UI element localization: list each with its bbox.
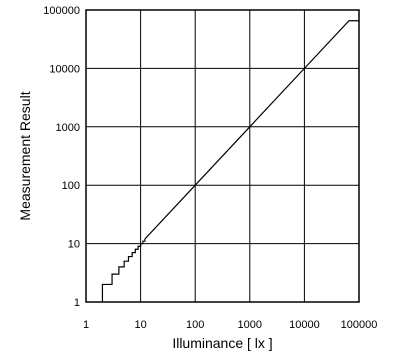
plot-frame <box>85 9 360 303</box>
y-tick-label-4: 10000 <box>49 63 80 75</box>
y-tick-label-3: 1000 <box>56 122 80 134</box>
y-tick-label-1: 10 <box>68 239 80 251</box>
y-tick-label-0: 1 <box>74 297 80 309</box>
x-tick-labels: 1 10 100 1000 10000 100000 <box>83 319 377 331</box>
x-tick-label-4: 10000 <box>289 319 320 331</box>
x-tick-label-3: 1000 <box>238 319 262 331</box>
x-tick-label-2: 100 <box>186 319 204 331</box>
x-tick-label-5: 100000 <box>341 319 378 331</box>
y-tick-label-2: 100 <box>62 180 80 192</box>
x-axis-label: Illuminance [ lx ] <box>172 335 272 351</box>
series-line-0 <box>101 20 359 302</box>
y-tick-label-5: 100000 <box>43 5 80 17</box>
series-group <box>101 20 359 302</box>
x-tick-label-0: 1 <box>83 319 89 331</box>
y-tick-labels: 1 10 100 1000 10000 100000 <box>43 5 80 309</box>
x-tick-label-1: 10 <box>134 319 146 331</box>
y-axis-label: Measurement Result <box>17 91 33 220</box>
